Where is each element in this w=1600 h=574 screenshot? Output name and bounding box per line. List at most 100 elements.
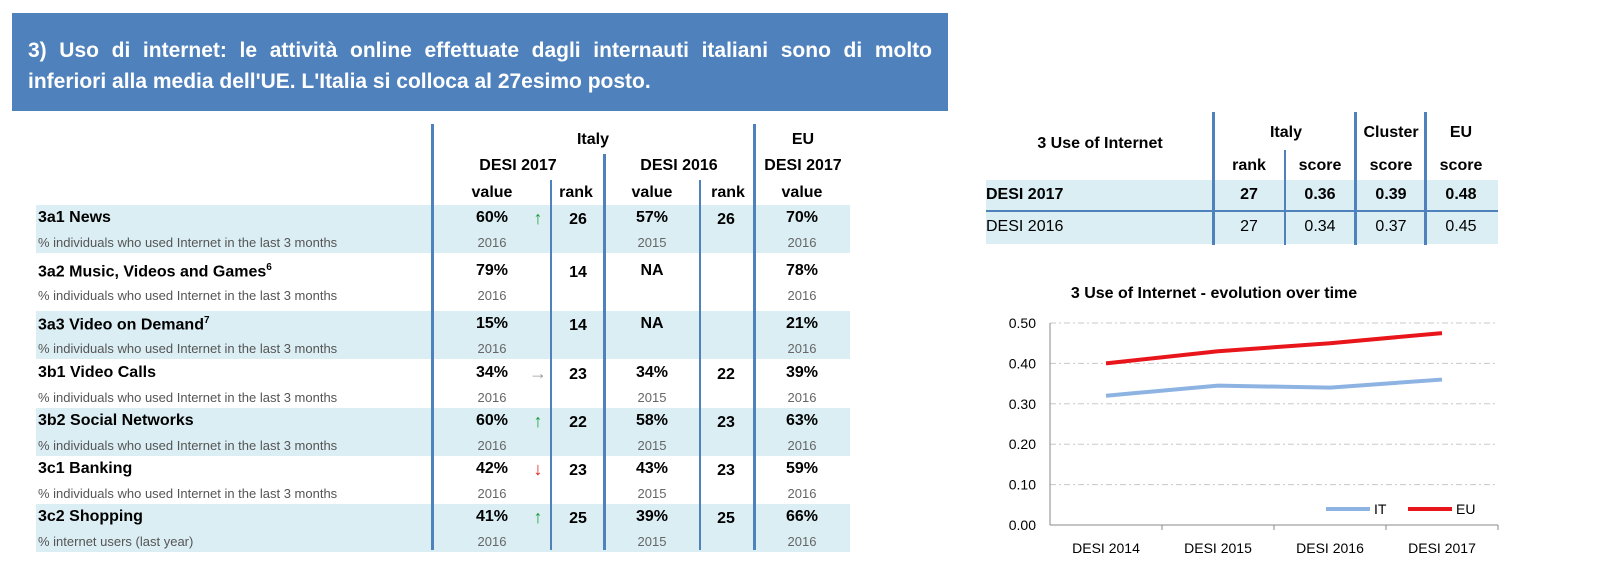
y-tick-label: 0.50 <box>1009 315 1036 331</box>
divider-line <box>431 124 434 550</box>
value-it-2017: 60% <box>475 209 509 226</box>
chart-title: 3 Use of Internet - evolution over time <box>1071 285 1357 302</box>
indicator-description: % individuals who used Internet in the l… <box>38 438 338 453</box>
rank-it-2017: 14 <box>569 317 587 334</box>
value-it-2016: 34% <box>635 364 669 381</box>
header-desi-2017: DESI 2017 <box>479 157 557 174</box>
value-it-2017: 34% <box>475 364 509 381</box>
footnote-marker: 7 <box>203 315 210 326</box>
value-it-2017: 60% <box>475 412 509 429</box>
indicator-name: 3a2 Music, Videos and Games6 <box>38 262 272 281</box>
y-tick-label: 0.10 <box>1009 477 1036 493</box>
summary-row: DESI 2017 27 0.36 0.39 0.48 <box>986 180 1498 212</box>
y-tick-label: 0.20 <box>1009 436 1036 452</box>
summary-col-score-it: score <box>1298 157 1342 174</box>
header-rank-it17: rank <box>559 184 593 201</box>
value-it-2016: NA <box>640 262 664 279</box>
summary-row-divider <box>986 210 1498 212</box>
trend-arrow-icon: ↑ <box>533 208 543 228</box>
summary-row: DESI 2016 27 0.34 0.37 0.45 <box>986 212 1498 244</box>
header-rank-it16: rank <box>711 184 745 201</box>
rank-it-2016: 26 <box>717 211 735 228</box>
summary-cell-label: DESI 2016 <box>986 218 1064 235</box>
evolution-chart: 3 Use of Internet - evolution over time 0… <box>1009 285 1499 556</box>
value-eu-2017: 59% <box>785 460 819 477</box>
year-eu-2017: 2016 <box>787 235 817 250</box>
summary-cell-label: DESI 2017 <box>986 186 1064 203</box>
value-it-2017: 42% <box>475 460 509 477</box>
year-it-2016: 2015 <box>637 438 667 453</box>
header-value-it16: value <box>631 184 673 201</box>
summary-cell-it: 0.34 <box>1304 218 1336 235</box>
y-tick-label: 0.00 <box>1009 517 1036 533</box>
value-eu-2017: 63% <box>785 412 819 429</box>
header-italy: Italy <box>576 131 609 148</box>
rank-it-2017: 26 <box>569 211 587 228</box>
divider-line <box>1212 112 1215 245</box>
indicator-name: 3c1 Banking <box>38 460 133 477</box>
table-row: 3a1 News % individuals who used Internet … <box>36 205 850 253</box>
value-it-2016: 57% <box>635 209 669 226</box>
indicator-name: 3b1 Video Calls <box>38 364 156 381</box>
year-eu-2017: 2016 <box>787 486 817 501</box>
divider-line <box>1284 150 1286 245</box>
divider-line <box>550 180 552 550</box>
summary-cell-eu: 0.48 <box>1445 186 1477 203</box>
trend-arrow-icon: → <box>529 363 547 383</box>
indicator-name: 3a3 Video on Demand7 <box>38 315 210 334</box>
rank-it-2017: 23 <box>569 462 587 479</box>
value-it-2017: 41% <box>475 508 509 525</box>
header-value-eu: value <box>781 184 823 201</box>
indicator-name: 3a1 News <box>38 209 111 226</box>
summary-group-eu: EU <box>1449 124 1473 141</box>
rank-it-2016: 23 <box>717 414 735 431</box>
summary-group-cluster: Cluster <box>1363 124 1419 141</box>
table-row: 3a3 Video on Demand7 % individuals who us… <box>36 311 850 359</box>
summary-col-rank: rank <box>1232 157 1266 174</box>
year-eu-2017: 2016 <box>787 390 817 405</box>
footnote-marker: 6 <box>266 262 272 273</box>
indicator-description: % individuals who used Internet in the l… <box>38 341 338 356</box>
rank-it-2016: 22 <box>717 366 735 383</box>
summary-cell-it: 0.36 <box>1304 186 1336 203</box>
value-eu-2017: 66% <box>785 508 819 525</box>
year-it-2017: 2016 <box>477 390 507 405</box>
value-eu-2017: 21% <box>785 315 819 332</box>
indicator-description: % individuals who used Internet in the l… <box>38 390 338 405</box>
value-it-2016: 39% <box>635 508 669 525</box>
indicator-name: 3c2 Shopping <box>38 508 143 525</box>
value-it-2017: 15% <box>475 315 509 332</box>
banner-line-1: 3) Uso di internet: le attività online e… <box>28 39 932 62</box>
summary-group-italy: Italy <box>1269 124 1302 141</box>
indicator-name-text: 3a3 Video on Demand <box>38 316 204 334</box>
summary-cell-eu: 0.45 <box>1445 218 1477 235</box>
header-eu-desi-2017: DESI 2017 <box>764 157 842 174</box>
summary-col-score-cluster: score <box>1369 157 1413 174</box>
divider-line <box>1424 112 1427 245</box>
divider-line <box>699 180 701 550</box>
year-eu-2017: 2016 <box>787 438 817 453</box>
summary-cell-cluster: 0.39 <box>1375 186 1407 203</box>
rank-it-2017: 23 <box>569 366 587 383</box>
table-row: 3a2 Music, Videos and Games6 % individual… <box>36 258 850 306</box>
divider-line <box>603 154 606 550</box>
header-value-it17: value <box>471 184 513 201</box>
trend-arrow-icon: ↓ <box>533 459 543 479</box>
indicator-description: % individuals who used Internet in the l… <box>38 235 338 250</box>
y-tick-label: 0.40 <box>1009 355 1036 371</box>
table-row: 3b2 Social Networks % individuals who use… <box>36 408 850 456</box>
rank-it-2016: 25 <box>717 510 735 527</box>
value-eu-2017: 78% <box>785 262 819 279</box>
table-row: 3c1 Banking % individuals who used Intern… <box>36 456 850 504</box>
value-eu-2017: 39% <box>785 364 819 381</box>
trend-arrow-icon: ↑ <box>533 507 543 527</box>
indicator-description: % individuals who used Internet in the l… <box>38 288 338 303</box>
year-it-2017: 2016 <box>477 341 507 356</box>
rank-it-2017: 14 <box>569 264 587 281</box>
value-eu-2017: 70% <box>785 209 819 226</box>
value-it-2016: 43% <box>635 460 669 477</box>
year-it-2016: 2015 <box>637 534 667 549</box>
rank-it-2017: 22 <box>569 414 587 431</box>
year-it-2017: 2016 <box>477 486 507 501</box>
legend-label: EU <box>1456 501 1475 517</box>
